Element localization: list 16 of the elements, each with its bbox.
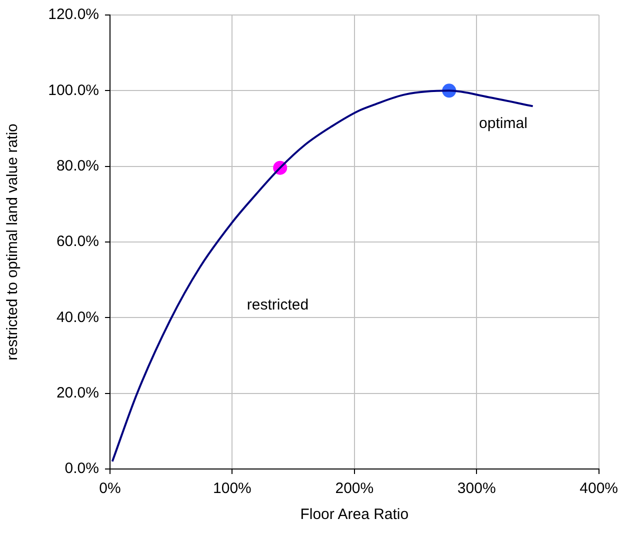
annotation: optimal xyxy=(479,115,528,132)
y-tick-label: 80.0% xyxy=(56,157,99,174)
y-tick-label: 120.0% xyxy=(48,6,99,24)
x-tick-label: 400% xyxy=(580,480,618,498)
y-axis-title: restricted to optimal land value ratio xyxy=(4,124,22,360)
annotation: restricted xyxy=(246,296,309,314)
x-tick-label: 200% xyxy=(335,480,374,498)
x-tick-label: 0% xyxy=(99,480,121,498)
y-tick-label: 0.0% xyxy=(64,460,99,478)
y-tick-label: 100.0% xyxy=(48,82,99,99)
x-tick-label: 100% xyxy=(213,480,252,498)
y-tick-label: 60.0% xyxy=(56,233,99,250)
y-tick-label: 40.0% xyxy=(56,308,99,326)
x-tick-label: 300% xyxy=(457,480,496,498)
y-tick-label: 20.0% xyxy=(56,384,99,402)
x-axis-title: Floor Area Ratio xyxy=(300,506,409,524)
